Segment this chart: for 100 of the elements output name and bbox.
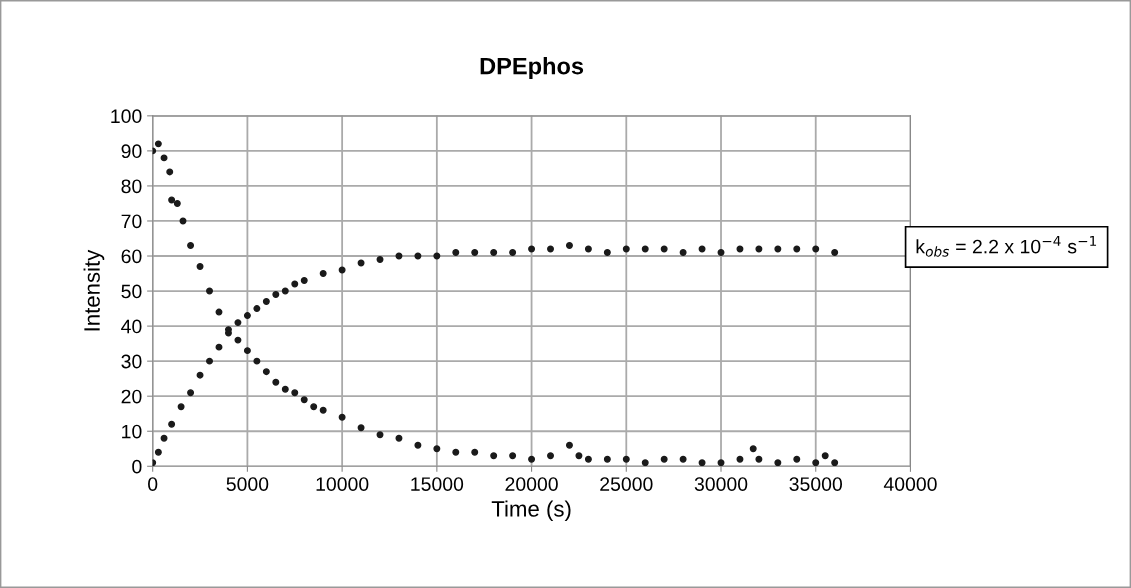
point [547, 452, 554, 460]
point [338, 413, 346, 421]
point [528, 455, 536, 463]
point [291, 389, 299, 397]
point [262, 368, 270, 376]
point [755, 455, 763, 463]
point [793, 455, 801, 463]
point [433, 445, 441, 453]
text: k$_{obs}$ = 2.2 x 10$^{−4}$ s$^{−1}$ [916, 235, 1097, 257]
point [291, 280, 299, 288]
point [812, 245, 820, 253]
point [160, 434, 168, 442]
point [357, 424, 365, 432]
y-tick-label: 80 [121, 179, 142, 194]
x-tick-label: 40000 [883, 477, 937, 491]
point [584, 245, 592, 253]
y-tick-label: 50 [121, 284, 142, 299]
point [433, 252, 441, 260]
point [414, 252, 422, 260]
point [547, 245, 554, 253]
y-tick-label: 20 [121, 389, 142, 404]
point [490, 249, 498, 256]
point [177, 403, 185, 411]
point [234, 336, 242, 344]
point [187, 242, 195, 249]
point [187, 389, 195, 397]
x-tick-label: 15000 [411, 477, 464, 491]
point [376, 256, 384, 263]
point [821, 452, 829, 460]
point [253, 305, 261, 313]
point [300, 396, 308, 404]
point [338, 266, 346, 274]
point [660, 245, 668, 253]
point [166, 168, 174, 176]
point [622, 245, 630, 253]
point [736, 455, 744, 463]
x-tick-label: 35000 [789, 477, 843, 491]
point [452, 249, 460, 256]
point [471, 249, 479, 256]
point [622, 455, 630, 463]
point [641, 459, 649, 467]
y-tick-label: 30 [121, 354, 142, 369]
point [603, 249, 611, 256]
x-axis-title: Time (s) [491, 500, 571, 522]
point [173, 199, 181, 207]
point [698, 459, 706, 467]
y-tick-label: 40 [121, 319, 142, 334]
point [565, 242, 573, 249]
point [395, 434, 403, 442]
point [215, 343, 223, 351]
point [168, 420, 176, 428]
point [196, 263, 204, 271]
point [679, 455, 687, 463]
point [831, 459, 839, 467]
point [243, 312, 251, 320]
point [300, 277, 308, 285]
point [831, 249, 839, 256]
point [234, 319, 242, 327]
point [281, 287, 289, 295]
point [253, 357, 261, 365]
point [243, 347, 251, 355]
x-tick-label: 10000 [316, 477, 369, 491]
point [262, 298, 270, 306]
x-tick-label: 20000 [505, 477, 558, 491]
chart-title: DPEphos [480, 57, 584, 80]
point [641, 245, 649, 253]
x-tick-label: 25000 [600, 477, 653, 491]
y-tick-label: 90 [121, 144, 142, 159]
y-tick-label: 100 [111, 109, 142, 124]
point [319, 406, 327, 414]
point [812, 459, 820, 467]
point [272, 291, 280, 299]
point [272, 378, 280, 386]
point [509, 249, 517, 256]
point [206, 357, 213, 365]
point [160, 154, 168, 162]
x-tick-label: 30000 [694, 477, 748, 491]
y-tick-label: 60 [121, 249, 142, 264]
point [509, 452, 517, 460]
point [319, 270, 327, 278]
y-tick-label: 70 [121, 214, 142, 229]
y-axis-title: Intensity [83, 249, 105, 331]
point [679, 249, 687, 256]
x-tick-label: 0 [148, 477, 158, 491]
point [717, 459, 725, 467]
point [774, 245, 782, 253]
y-tick-label: 10 [122, 424, 142, 439]
point [749, 445, 757, 453]
point [660, 455, 668, 463]
point [471, 448, 479, 456]
point [154, 140, 162, 148]
point [793, 245, 801, 253]
point [154, 448, 162, 456]
point [575, 452, 583, 460]
point [584, 455, 592, 463]
point [452, 448, 460, 456]
point [717, 249, 725, 256]
y-tick-label: 0 [132, 459, 142, 474]
point [376, 431, 384, 439]
point [774, 459, 782, 467]
